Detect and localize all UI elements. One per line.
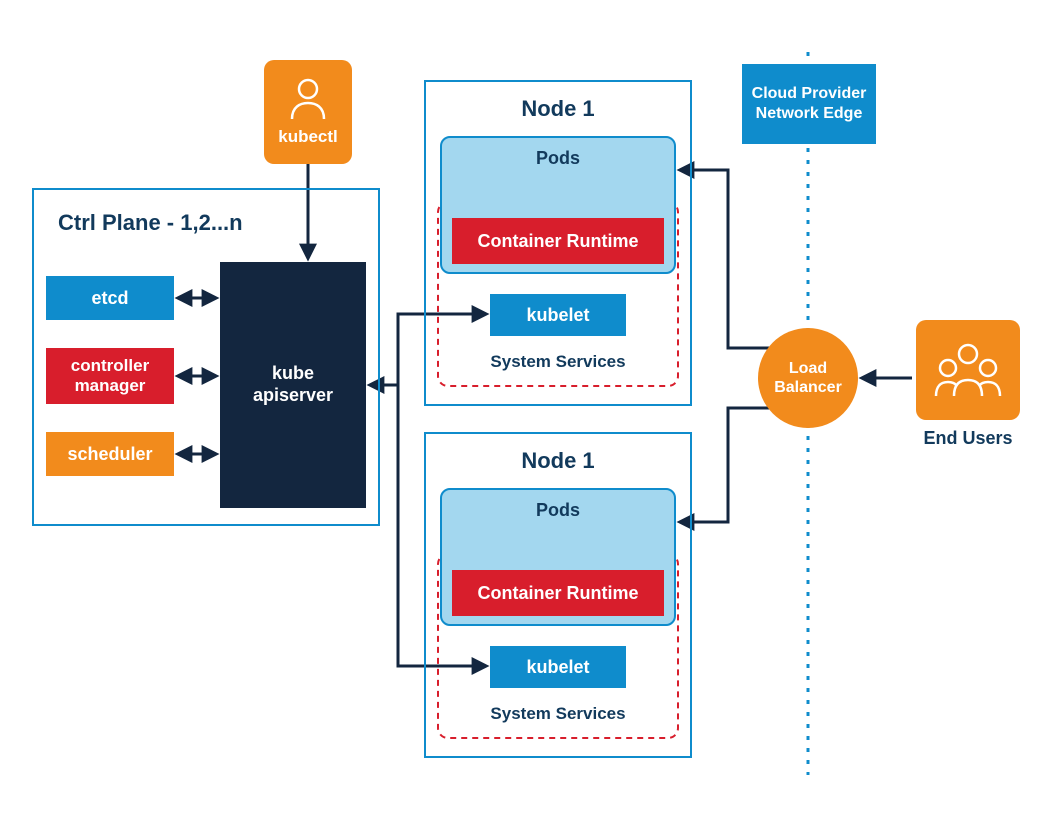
node2-kubelet-label: kubelet bbox=[526, 657, 589, 678]
node1-title: Node 1 bbox=[424, 96, 692, 122]
load-balancer-circle: Load Balancer bbox=[758, 328, 858, 428]
scheduler-box: scheduler bbox=[46, 432, 174, 476]
node1-kubelet-box: kubelet bbox=[490, 294, 626, 336]
controller-manager-box: controller manager bbox=[46, 348, 174, 404]
node2-runtime-box: Container Runtime bbox=[452, 570, 664, 616]
end-users-box bbox=[916, 320, 1020, 420]
user-icon bbox=[288, 77, 328, 121]
users-group-icon bbox=[932, 340, 1004, 400]
diagram-canvas: kubectl Ctrl Plane - 1,2...n etcd contro… bbox=[0, 0, 1041, 813]
cloud-provider-box: Cloud Provider Network Edge bbox=[742, 64, 876, 144]
node2-title: Node 1 bbox=[424, 448, 692, 474]
arrow-lb-node1 bbox=[680, 170, 770, 348]
ctrl-plane-title: Ctrl Plane - 1,2...n bbox=[58, 210, 243, 236]
cloud-provider-label: Cloud Provider Network Edge bbox=[748, 84, 870, 124]
node2-kubelet-box: kubelet bbox=[490, 646, 626, 688]
node1-runtime-box: Container Runtime bbox=[452, 218, 664, 264]
end-users-label: End Users bbox=[916, 428, 1020, 449]
scheduler-label: scheduler bbox=[67, 444, 152, 465]
apiserver-label: kube apiserver bbox=[243, 363, 343, 406]
etcd-label: etcd bbox=[91, 288, 128, 309]
node2-pods-label: Pods bbox=[536, 500, 580, 521]
kubectl-box: kubectl bbox=[264, 60, 352, 164]
etcd-box: etcd bbox=[46, 276, 174, 320]
node1-system-services-label: System Services bbox=[424, 352, 692, 372]
kubectl-label: kubectl bbox=[278, 127, 338, 147]
arrow-lb-node2 bbox=[680, 408, 770, 522]
node2-system-services-label: System Services bbox=[424, 704, 692, 724]
node1-kubelet-label: kubelet bbox=[526, 305, 589, 326]
controller-manager-label: controller manager bbox=[46, 356, 174, 395]
node1-pods-label: Pods bbox=[536, 148, 580, 169]
node1-runtime-label: Container Runtime bbox=[477, 231, 638, 252]
node2-runtime-label: Container Runtime bbox=[477, 583, 638, 604]
apiserver-box: kube apiserver bbox=[220, 262, 366, 508]
load-balancer-label: Load Balancer bbox=[758, 359, 858, 397]
